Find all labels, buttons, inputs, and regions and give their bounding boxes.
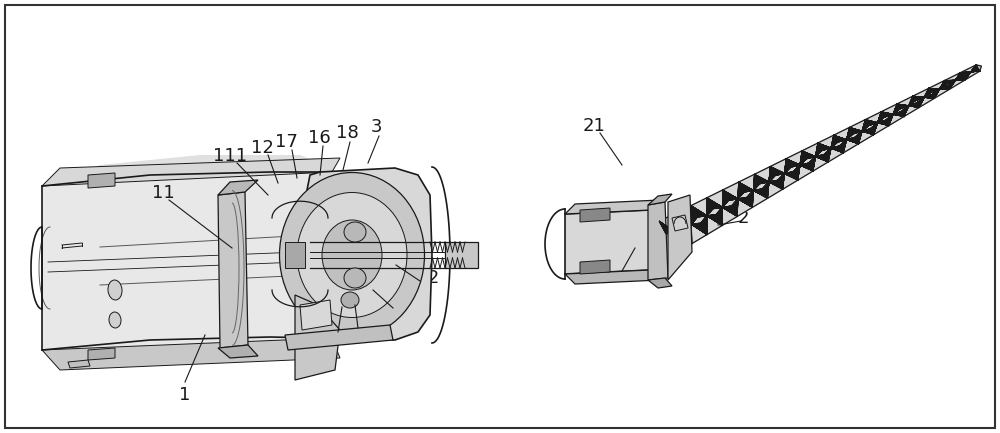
Text: 15: 15 [345,316,367,334]
Polygon shape [68,360,90,368]
Polygon shape [42,165,330,350]
Polygon shape [42,155,330,245]
Text: 14: 14 [323,321,345,339]
Polygon shape [668,195,692,280]
Ellipse shape [344,268,366,288]
Polygon shape [218,192,248,348]
Polygon shape [672,215,688,231]
Polygon shape [648,194,672,205]
Polygon shape [285,242,305,268]
Polygon shape [445,242,478,268]
Polygon shape [88,348,115,360]
Polygon shape [580,260,610,274]
Polygon shape [580,208,610,222]
Ellipse shape [109,312,121,328]
Polygon shape [295,295,340,380]
Ellipse shape [108,280,122,300]
Polygon shape [42,158,340,186]
Text: 18: 18 [336,124,358,142]
Text: 112: 112 [405,269,439,287]
Text: 13: 13 [382,296,404,314]
Polygon shape [565,210,650,274]
Text: 2: 2 [737,209,749,227]
Ellipse shape [344,222,366,242]
Polygon shape [565,270,660,284]
Polygon shape [300,300,332,330]
Polygon shape [648,202,668,280]
Text: 16: 16 [308,129,330,147]
Polygon shape [659,65,980,253]
Text: 3: 3 [370,118,382,136]
Text: 17: 17 [275,133,297,151]
Polygon shape [88,173,115,188]
Polygon shape [565,200,660,214]
Text: 12: 12 [251,139,273,157]
Polygon shape [305,168,432,340]
Polygon shape [285,325,393,350]
Text: 111: 111 [213,147,247,165]
Ellipse shape [280,172,424,337]
Ellipse shape [322,220,382,290]
Polygon shape [648,278,672,288]
Polygon shape [976,65,982,71]
Ellipse shape [341,292,359,308]
Text: 22: 22 [608,262,632,280]
Polygon shape [218,180,258,195]
Text: 1: 1 [179,386,191,404]
Ellipse shape [297,193,407,317]
Polygon shape [218,345,258,358]
Text: 11: 11 [152,184,174,202]
Text: 21: 21 [583,117,605,135]
Polygon shape [42,338,340,370]
